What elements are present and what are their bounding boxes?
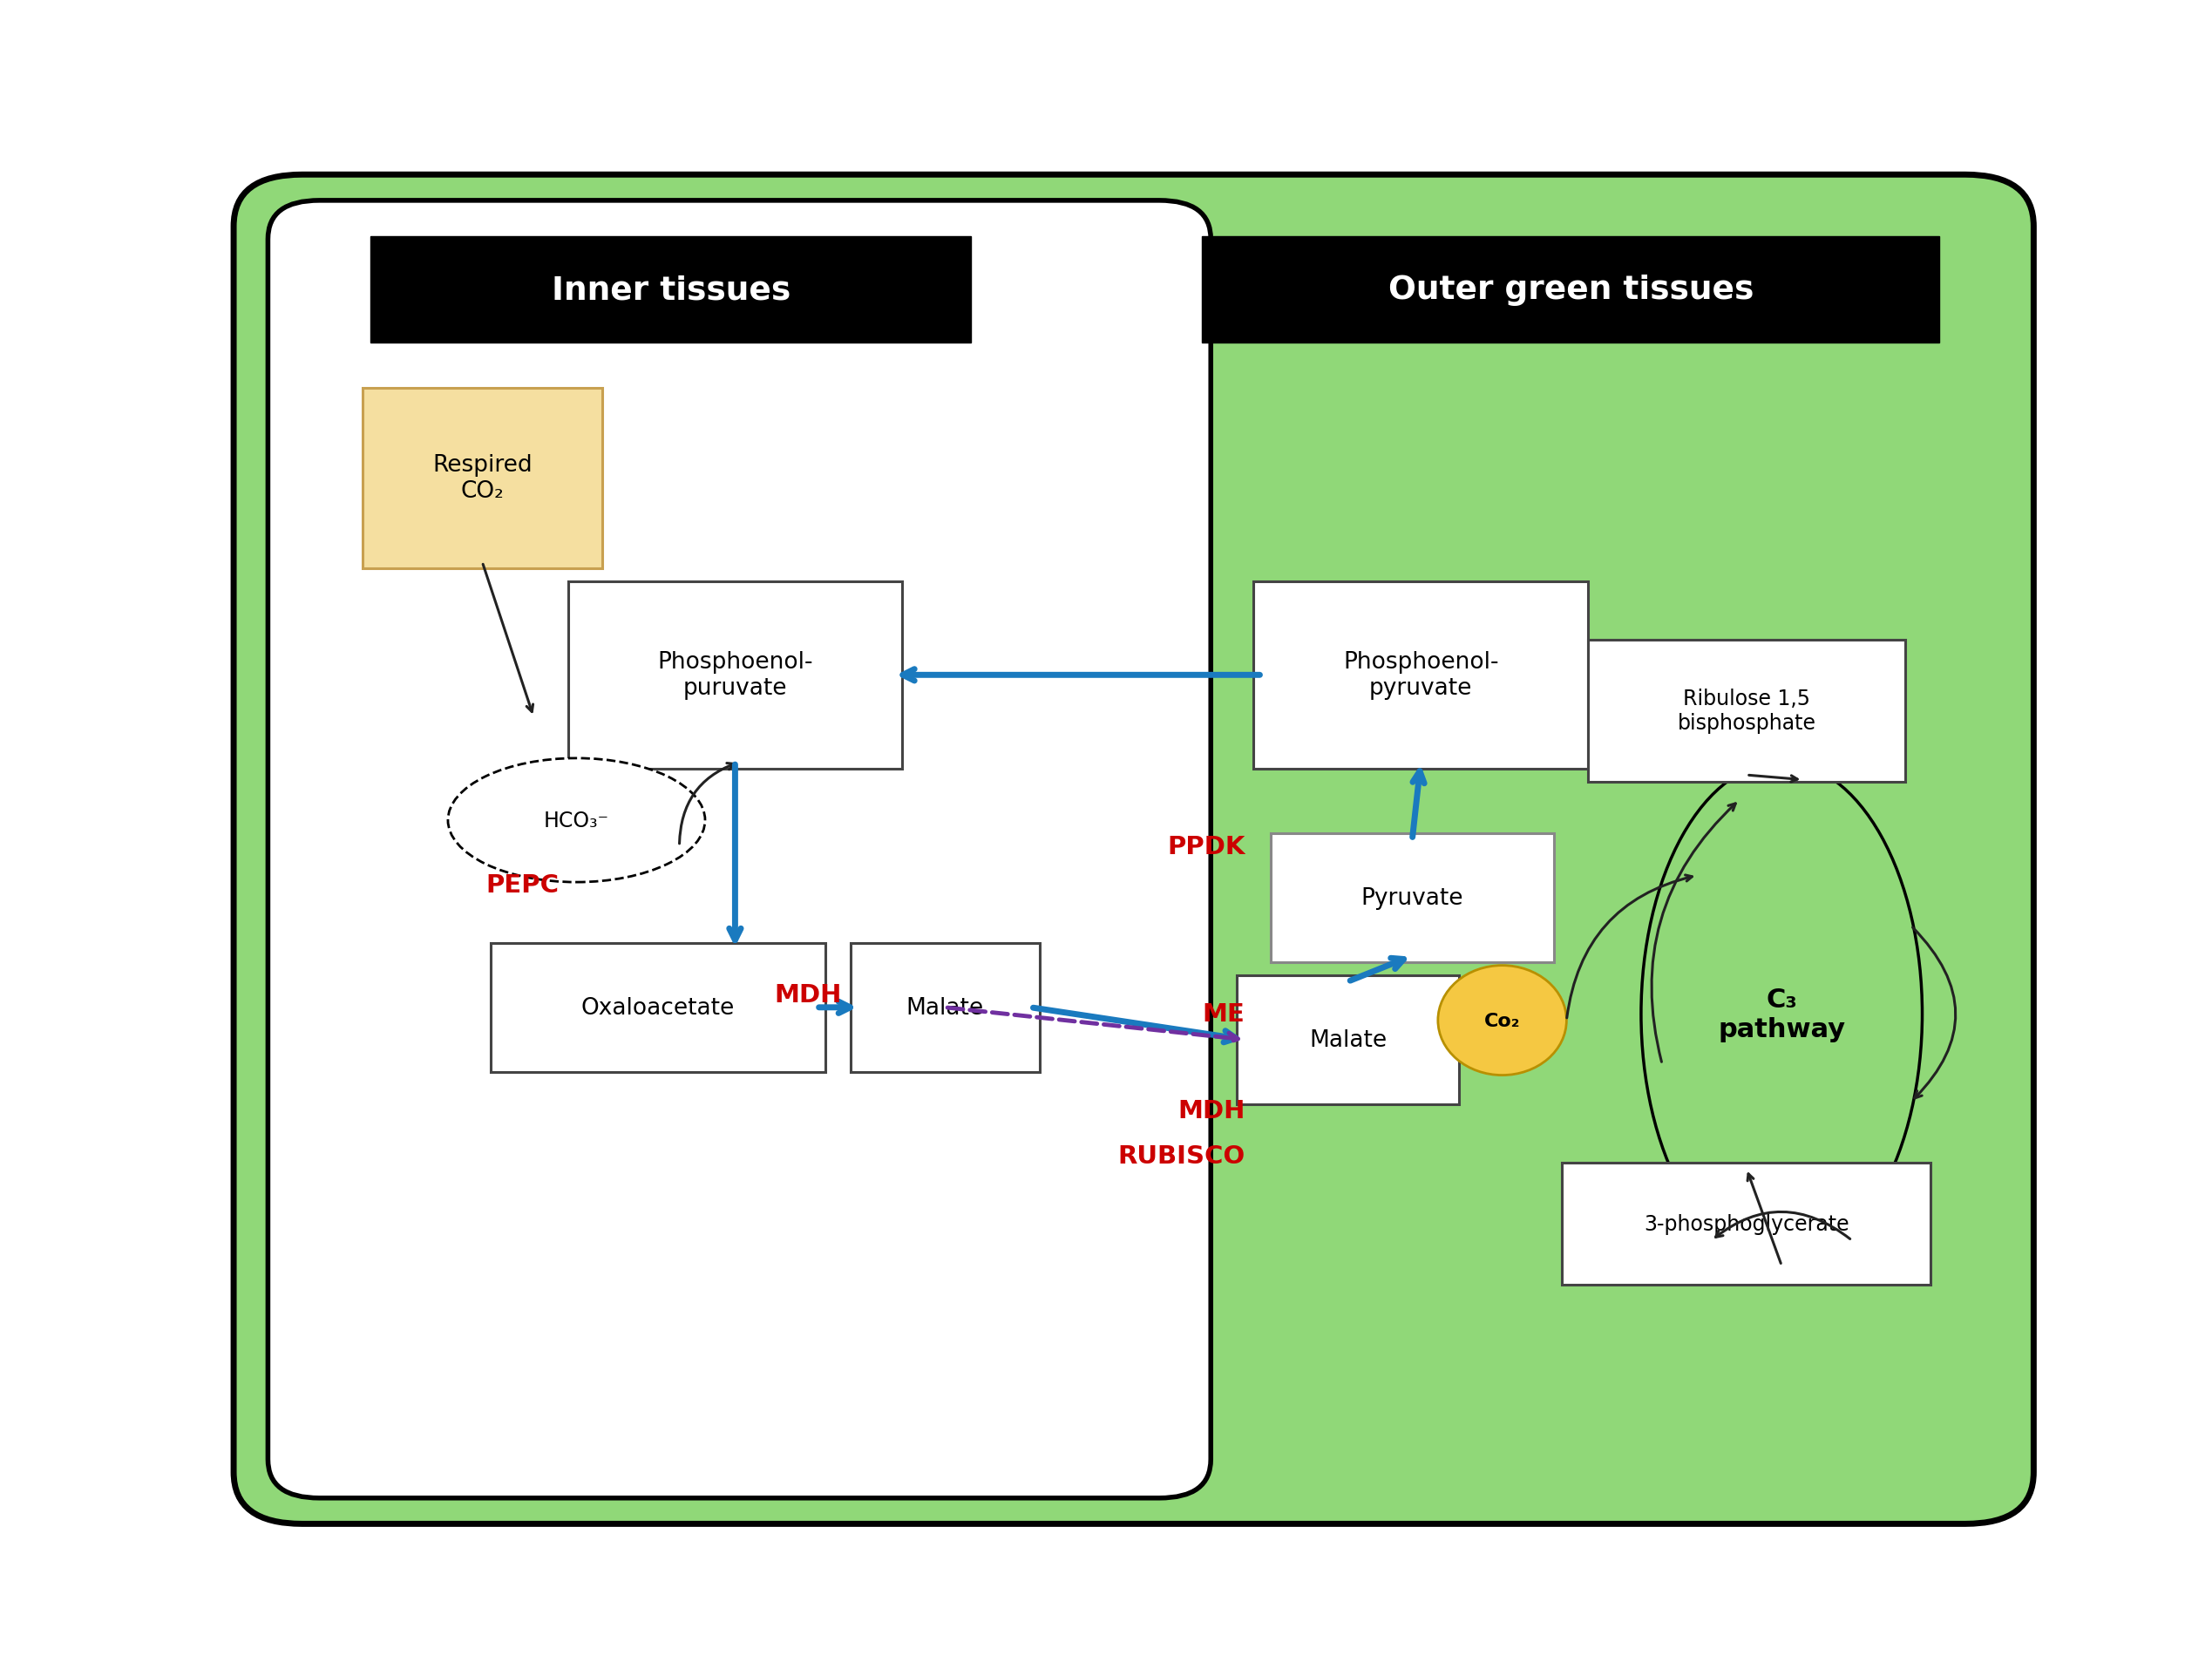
Text: HCO₃⁻: HCO₃⁻ bbox=[544, 810, 608, 831]
FancyBboxPatch shape bbox=[1254, 582, 1588, 769]
FancyBboxPatch shape bbox=[1237, 975, 1460, 1104]
Ellipse shape bbox=[1641, 763, 1922, 1265]
FancyBboxPatch shape bbox=[1588, 640, 1905, 781]
FancyBboxPatch shape bbox=[491, 944, 825, 1073]
Text: PEPC: PEPC bbox=[487, 873, 560, 897]
Text: 3-phosphoglycerate: 3-phosphoglycerate bbox=[1644, 1213, 1849, 1234]
FancyBboxPatch shape bbox=[372, 238, 971, 344]
Text: Respired
CO₂: Respired CO₂ bbox=[431, 454, 533, 503]
Ellipse shape bbox=[447, 759, 706, 883]
FancyBboxPatch shape bbox=[268, 201, 1210, 1498]
FancyBboxPatch shape bbox=[1203, 238, 1940, 344]
FancyBboxPatch shape bbox=[568, 582, 902, 769]
Text: C₃
pathway: C₃ pathway bbox=[1719, 987, 1845, 1041]
FancyBboxPatch shape bbox=[363, 389, 602, 568]
FancyBboxPatch shape bbox=[234, 176, 2033, 1523]
Text: RUBISCO: RUBISCO bbox=[1117, 1145, 1245, 1168]
Text: Phosphoenol-
pyruvate: Phosphoenol- pyruvate bbox=[1343, 650, 1498, 701]
Text: Co₂: Co₂ bbox=[1484, 1012, 1520, 1029]
Text: Pyruvate: Pyruvate bbox=[1360, 887, 1464, 910]
FancyBboxPatch shape bbox=[852, 944, 1040, 1073]
Text: MDH: MDH bbox=[1177, 1099, 1245, 1123]
Text: Oxaloacetate: Oxaloacetate bbox=[582, 996, 734, 1019]
Text: MDH: MDH bbox=[774, 982, 841, 1007]
Text: Malate: Malate bbox=[1310, 1029, 1387, 1051]
Text: Malate: Malate bbox=[907, 996, 984, 1019]
Text: PPDK: PPDK bbox=[1168, 835, 1245, 858]
FancyBboxPatch shape bbox=[1562, 1163, 1931, 1285]
Text: ME: ME bbox=[1203, 1002, 1245, 1026]
Text: Outer green tissues: Outer green tissues bbox=[1389, 275, 1754, 305]
Text: Inner tissues: Inner tissues bbox=[551, 275, 790, 305]
Ellipse shape bbox=[1438, 965, 1566, 1076]
FancyBboxPatch shape bbox=[1272, 833, 1553, 962]
Text: Phosphoenol-
puruvate: Phosphoenol- puruvate bbox=[657, 650, 812, 701]
Text: Ribulose 1,5
bisphosphate: Ribulose 1,5 bisphosphate bbox=[1677, 689, 1816, 734]
